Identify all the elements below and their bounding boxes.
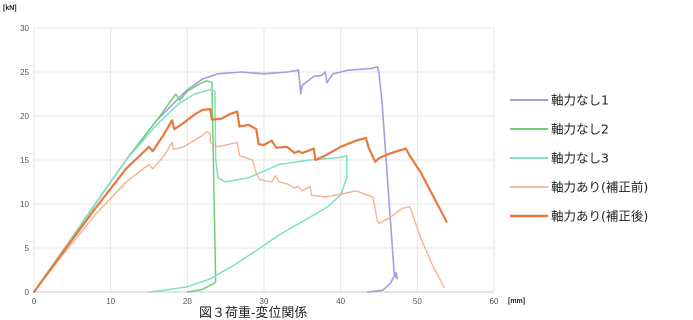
chart-legend: 軸力なし1 軸力なし2 軸力なし3 軸力あり(補正前) 軸力あり(補正後) bbox=[510, 93, 648, 224]
x-axis-unit: [mm] bbox=[508, 298, 525, 305]
series-line-1 bbox=[33, 65, 399, 293]
chart-grid bbox=[33, 27, 495, 293]
legend-label-1: 軸力なし1 bbox=[551, 93, 609, 108]
x-tick-label: 30 bbox=[260, 297, 269, 306]
x-tick-label: 10 bbox=[106, 297, 115, 306]
x-tick-label: 50 bbox=[413, 297, 422, 306]
y-tick-label: 10 bbox=[20, 200, 29, 209]
y-axis-unit: [kN] bbox=[3, 5, 17, 12]
chart-series bbox=[32, 65, 448, 294]
y-axis-ticks: 0 5 10 15 20 25 30 bbox=[20, 24, 29, 297]
y-tick-label: 30 bbox=[20, 24, 29, 33]
series-line-2 bbox=[33, 80, 217, 293]
x-tick-label: 20 bbox=[183, 297, 192, 306]
y-tick-label: 15 bbox=[20, 156, 29, 165]
x-tick-label: 40 bbox=[336, 297, 345, 306]
legend-label-4: 軸力あり(補正前) bbox=[551, 180, 648, 195]
legend-label-2: 軸力なし2 bbox=[551, 122, 609, 137]
series-line-4 bbox=[33, 131, 445, 293]
y-tick-label: 20 bbox=[20, 112, 29, 121]
series-line-3 bbox=[33, 88, 348, 293]
y-tick-label: 5 bbox=[25, 244, 30, 253]
legend-label-5: 軸力あり(補正後) bbox=[551, 209, 648, 224]
figure-caption: 図３荷重-変位関係 bbox=[199, 305, 307, 320]
y-tick-label: 25 bbox=[20, 68, 29, 77]
x-tick-label: 0 bbox=[32, 297, 37, 306]
x-tick-label: 60 bbox=[490, 297, 499, 306]
y-tick-label: 0 bbox=[25, 288, 30, 297]
legend-label-3: 軸力なし3 bbox=[551, 151, 609, 166]
series-line-5 bbox=[32, 107, 448, 294]
x-axis-ticks: 0 10 20 30 40 50 60 bbox=[32, 297, 499, 306]
